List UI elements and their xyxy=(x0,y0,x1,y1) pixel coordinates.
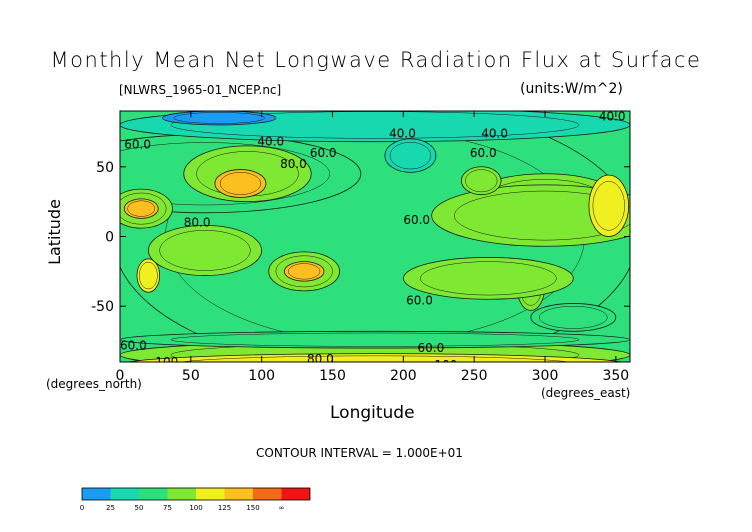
x-axis-label: Longitude xyxy=(330,403,415,423)
contour-line xyxy=(139,261,158,290)
contour-line xyxy=(127,200,156,217)
colorbar-tick-label: 125 xyxy=(218,504,231,512)
contour-line xyxy=(275,255,333,288)
field-region xyxy=(384,138,437,173)
field-region xyxy=(120,330,630,349)
colorbar-tick-label: 25 xyxy=(106,504,115,512)
colorbar-swatch xyxy=(196,488,225,500)
colorbar-tick-label: 75 xyxy=(163,504,172,512)
y-tick-label: -50 xyxy=(91,299,114,315)
colorbar-tick-label: 150 xyxy=(246,504,259,512)
field-layer: 60.0 40.080.060.040.0 40.040.060.080.0 60.0… xyxy=(120,110,630,372)
contour-label: 60.0 xyxy=(310,146,337,160)
field-region xyxy=(123,198,159,219)
field-region xyxy=(588,174,629,237)
contour-interval-note: CONTOUR INTERVAL = 1.000E+01 xyxy=(256,446,463,460)
chart-title: Monthly Mean Net Longwave Radiation Flux… xyxy=(50,48,702,72)
colorbar-swatch xyxy=(139,488,168,500)
contour-line xyxy=(120,142,330,206)
contour-label: 40.0 xyxy=(257,135,284,149)
contour-label: 60.0 xyxy=(403,213,430,227)
contour-label: 40.0 xyxy=(599,110,626,124)
contour-label: 60.0 xyxy=(406,294,433,308)
contour-line xyxy=(389,141,432,170)
colorbar-swatch xyxy=(167,488,196,500)
contour-label: 80.0 xyxy=(280,157,307,171)
contour-label: 40.0 xyxy=(389,126,416,140)
colorbar-swatch xyxy=(281,488,310,500)
y-unit-note: (degrees_north) xyxy=(46,377,142,391)
contour-line xyxy=(219,172,262,195)
field-region xyxy=(402,257,574,300)
colorbar-swatch xyxy=(224,488,253,500)
x-tick-label: 150 xyxy=(319,368,346,384)
colorbar-tick-label: 0 xyxy=(80,504,84,512)
field-region xyxy=(162,111,277,126)
contour-line xyxy=(465,169,498,193)
contour-line xyxy=(420,261,557,296)
x-tick-label: 0 xyxy=(116,368,125,384)
chart-subtitle: [NLWRS_1965-01_NCEP.nc] xyxy=(119,83,282,97)
field-region xyxy=(431,184,630,247)
field-region xyxy=(136,258,161,293)
field-region xyxy=(147,224,263,276)
field-region xyxy=(214,169,267,198)
contour-line xyxy=(539,305,608,329)
contour-label: 80.0 xyxy=(184,216,211,230)
contour-line xyxy=(170,332,580,347)
x-tick-label: 100 xyxy=(248,368,275,384)
contour-label: 60.0 xyxy=(470,146,497,160)
contour-label: 60.0 xyxy=(124,137,151,151)
contour-label: 60.0 xyxy=(120,338,147,352)
colorbar-frame xyxy=(81,487,311,501)
contour-label: 80.0 xyxy=(307,352,334,366)
x-tick-label: 350 xyxy=(602,368,629,384)
field-region xyxy=(283,261,325,282)
field-region xyxy=(530,303,617,332)
contour-line xyxy=(179,355,571,362)
colorbar: 0 25 50 75 100 125 150 ∞ xyxy=(80,487,311,512)
contour-line xyxy=(288,263,321,280)
colorbar-swatch xyxy=(110,488,139,500)
field-region xyxy=(125,353,625,362)
field-region xyxy=(461,166,502,196)
x-tick-label: 250 xyxy=(461,368,488,384)
x-unit-note: (degrees_east) xyxy=(541,386,631,400)
contour-label: 40.0 xyxy=(481,126,508,140)
y-tick-label: 0 xyxy=(105,230,114,246)
contour-line xyxy=(170,111,580,139)
x-tick-label: 50 xyxy=(182,368,200,384)
x-tick-label: 200 xyxy=(390,368,417,384)
colorbar-tick-label: 50 xyxy=(135,504,144,512)
contour-label: 100 xyxy=(435,358,458,372)
x-tick-label: 300 xyxy=(532,368,559,384)
colorbar-swatch xyxy=(82,488,111,500)
y-tick-label: 50 xyxy=(96,160,114,176)
units-label: (units:W/m^2) xyxy=(520,81,623,97)
contour-line xyxy=(159,230,251,271)
colorbar-tick-label: ∞ xyxy=(279,504,285,512)
contour-line xyxy=(120,192,167,225)
contour-label: 60.0 xyxy=(418,341,445,355)
contour-line xyxy=(592,181,625,231)
contour-line xyxy=(173,112,265,124)
contour-label: 100 xyxy=(155,355,178,369)
colorbar-swatch xyxy=(253,488,282,500)
colorbar-tick-label: 100 xyxy=(189,504,202,512)
contour-line xyxy=(454,190,630,241)
